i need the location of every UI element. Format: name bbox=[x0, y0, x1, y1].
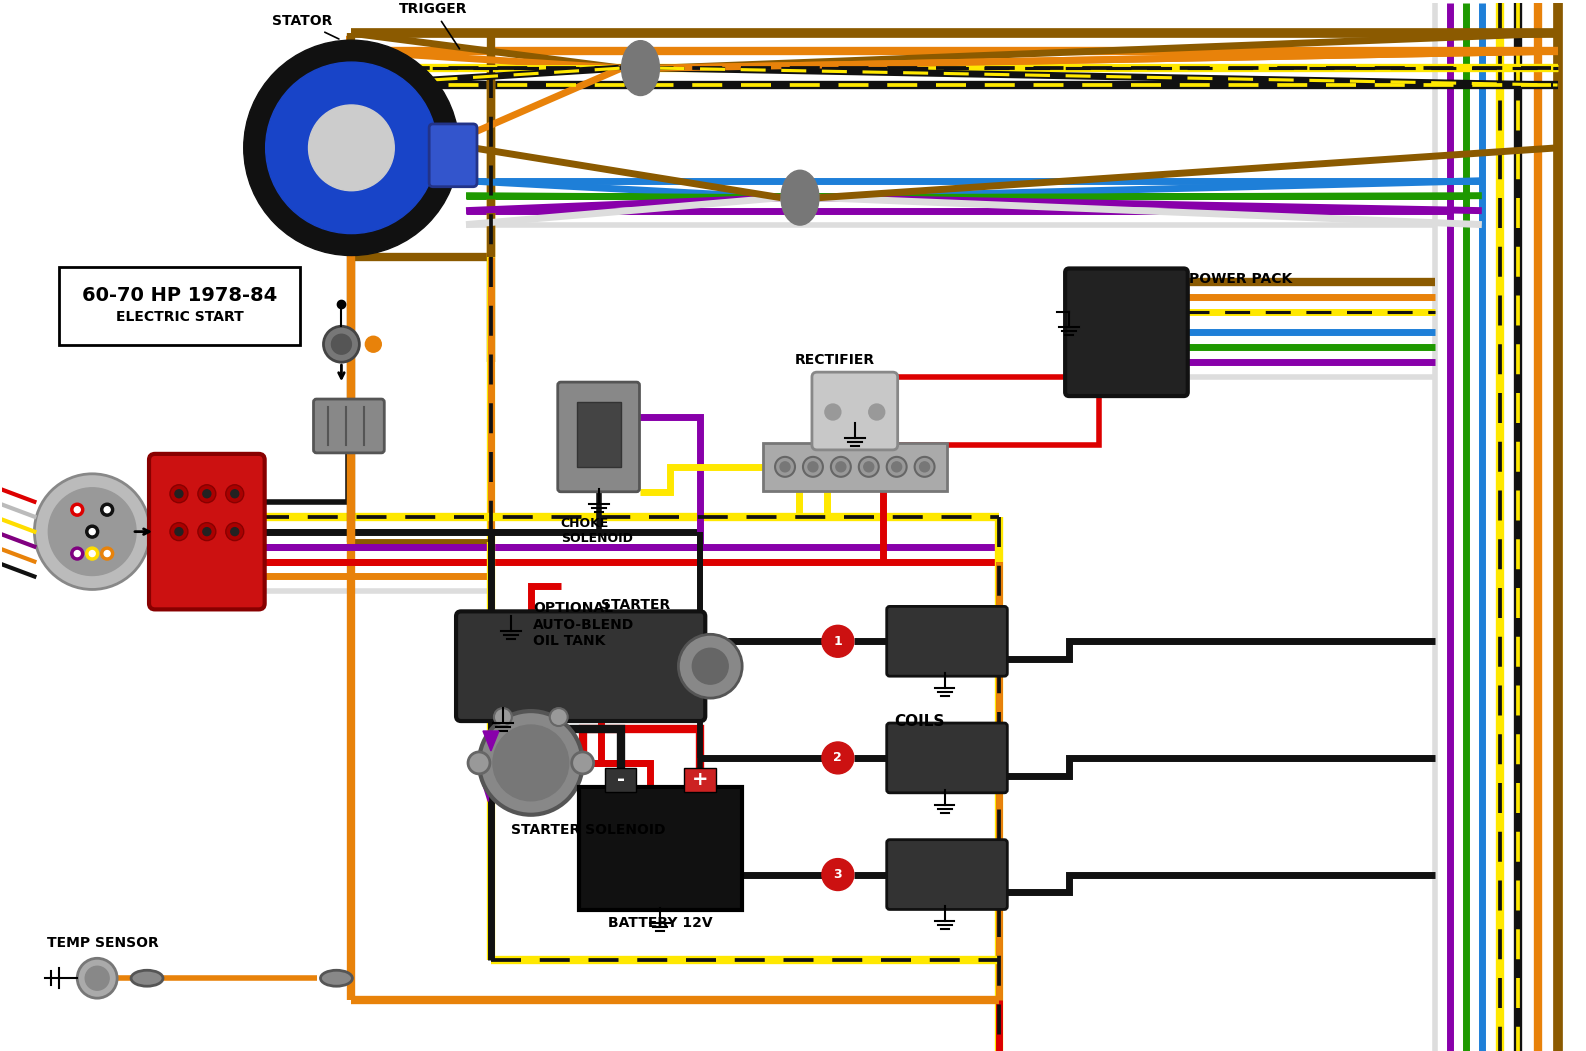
Circle shape bbox=[309, 105, 395, 190]
Circle shape bbox=[887, 457, 907, 477]
Circle shape bbox=[693, 648, 728, 684]
Ellipse shape bbox=[780, 170, 818, 225]
Text: COILS: COILS bbox=[895, 714, 945, 728]
Ellipse shape bbox=[89, 529, 95, 535]
Text: STARTER: STARTER bbox=[601, 598, 671, 613]
Circle shape bbox=[203, 528, 211, 536]
Circle shape bbox=[232, 490, 239, 498]
Ellipse shape bbox=[71, 503, 84, 516]
Text: RECTIFIER: RECTIFIER bbox=[795, 353, 875, 367]
Text: 60-70 HP 1978-84: 60-70 HP 1978-84 bbox=[82, 287, 278, 306]
Circle shape bbox=[776, 457, 795, 477]
Text: CHOKE
SOLENOID: CHOKE SOLENOID bbox=[561, 517, 633, 544]
Circle shape bbox=[48, 488, 136, 576]
FancyBboxPatch shape bbox=[763, 442, 947, 491]
FancyBboxPatch shape bbox=[430, 124, 477, 187]
Ellipse shape bbox=[86, 526, 98, 538]
FancyBboxPatch shape bbox=[1066, 268, 1188, 396]
Circle shape bbox=[822, 859, 853, 890]
Circle shape bbox=[78, 959, 117, 998]
FancyBboxPatch shape bbox=[604, 768, 636, 791]
Circle shape bbox=[571, 751, 593, 774]
Circle shape bbox=[679, 635, 742, 698]
Text: ELECTRIC START: ELECTRIC START bbox=[116, 310, 244, 325]
Circle shape bbox=[174, 528, 182, 536]
Ellipse shape bbox=[132, 970, 163, 986]
FancyBboxPatch shape bbox=[457, 612, 706, 721]
FancyBboxPatch shape bbox=[59, 267, 300, 345]
Text: -: - bbox=[617, 770, 625, 789]
Text: OPTIONAL
AUTO-BLEND
OIL TANK: OPTIONAL AUTO-BLEND OIL TANK bbox=[533, 601, 634, 647]
Circle shape bbox=[831, 457, 850, 477]
Circle shape bbox=[468, 751, 490, 774]
Circle shape bbox=[493, 725, 569, 801]
Circle shape bbox=[915, 457, 934, 477]
Circle shape bbox=[244, 40, 458, 255]
Text: TRIGGER: TRIGGER bbox=[400, 2, 468, 48]
Ellipse shape bbox=[105, 507, 109, 513]
Text: POWER PACK: POWER PACK bbox=[1190, 272, 1293, 287]
Circle shape bbox=[869, 404, 885, 420]
Ellipse shape bbox=[105, 551, 109, 557]
FancyBboxPatch shape bbox=[684, 768, 717, 791]
Ellipse shape bbox=[71, 548, 84, 560]
Ellipse shape bbox=[75, 551, 81, 557]
Text: BATTERY 12V: BATTERY 12V bbox=[607, 916, 712, 930]
Text: STARTER SOLENOID: STARTER SOLENOID bbox=[511, 823, 666, 837]
FancyBboxPatch shape bbox=[149, 454, 265, 610]
Ellipse shape bbox=[100, 503, 114, 516]
FancyBboxPatch shape bbox=[887, 723, 1007, 792]
Circle shape bbox=[365, 336, 381, 352]
Circle shape bbox=[266, 62, 438, 233]
Circle shape bbox=[331, 334, 352, 354]
Text: 1: 1 bbox=[834, 635, 842, 647]
Bar bbox=[577, 403, 620, 467]
FancyBboxPatch shape bbox=[812, 372, 898, 450]
Circle shape bbox=[836, 461, 845, 472]
Ellipse shape bbox=[320, 970, 352, 986]
FancyBboxPatch shape bbox=[887, 840, 1007, 909]
Circle shape bbox=[864, 461, 874, 472]
Ellipse shape bbox=[100, 548, 114, 560]
Ellipse shape bbox=[75, 507, 81, 513]
Circle shape bbox=[324, 326, 360, 363]
FancyBboxPatch shape bbox=[887, 606, 1007, 676]
Circle shape bbox=[493, 708, 512, 726]
Text: 3: 3 bbox=[834, 868, 842, 881]
Circle shape bbox=[891, 461, 902, 472]
Circle shape bbox=[550, 708, 568, 726]
Circle shape bbox=[35, 474, 151, 590]
Circle shape bbox=[825, 404, 841, 420]
Circle shape bbox=[170, 522, 187, 540]
Circle shape bbox=[822, 742, 853, 774]
Text: +: + bbox=[691, 770, 709, 789]
Circle shape bbox=[858, 457, 879, 477]
Circle shape bbox=[174, 490, 182, 498]
Polygon shape bbox=[484, 731, 500, 751]
Ellipse shape bbox=[89, 551, 95, 557]
Text: 2: 2 bbox=[834, 751, 842, 764]
Circle shape bbox=[822, 625, 853, 657]
Text: STATOR: STATOR bbox=[271, 15, 339, 39]
Circle shape bbox=[198, 522, 216, 540]
Circle shape bbox=[203, 490, 211, 498]
Circle shape bbox=[479, 712, 582, 815]
FancyBboxPatch shape bbox=[579, 787, 742, 910]
FancyBboxPatch shape bbox=[558, 383, 639, 492]
FancyBboxPatch shape bbox=[314, 399, 384, 453]
Circle shape bbox=[225, 522, 244, 540]
Circle shape bbox=[807, 461, 818, 472]
Circle shape bbox=[86, 966, 109, 990]
Ellipse shape bbox=[86, 548, 98, 560]
Circle shape bbox=[920, 461, 929, 472]
Circle shape bbox=[780, 461, 790, 472]
Circle shape bbox=[170, 485, 187, 502]
Circle shape bbox=[198, 485, 216, 502]
Ellipse shape bbox=[622, 41, 660, 96]
Text: TEMP SENSOR: TEMP SENSOR bbox=[48, 936, 159, 950]
Circle shape bbox=[803, 457, 823, 477]
Circle shape bbox=[232, 528, 239, 536]
Circle shape bbox=[225, 485, 244, 502]
